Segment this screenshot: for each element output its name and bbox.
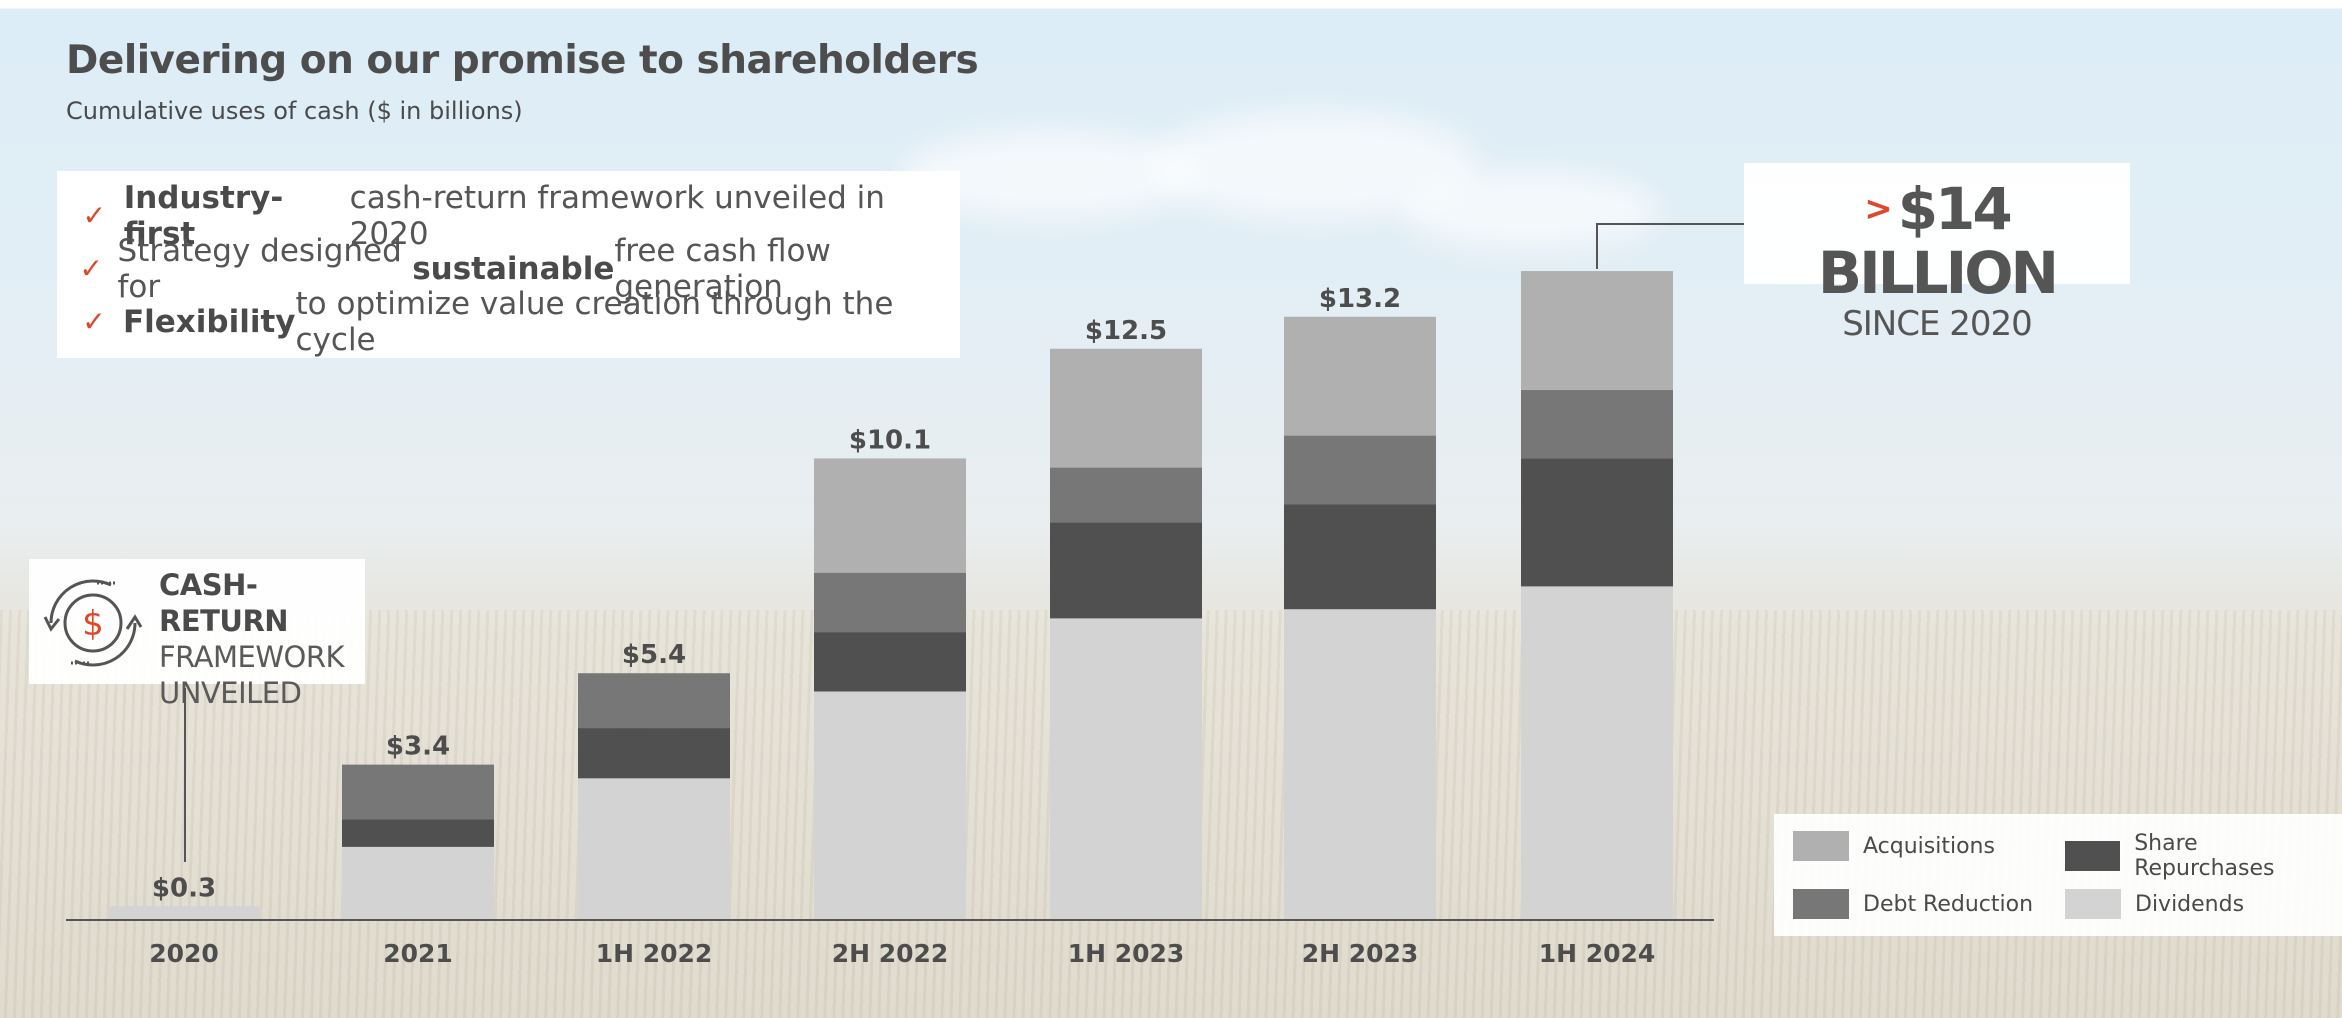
data-label: $12.5	[1085, 316, 1167, 346]
bar-segment-acquisitions	[1284, 316, 1436, 436]
bullet-list: ✓ Industry-first cash-return framework u…	[57, 171, 960, 358]
data-label: $10.1	[849, 425, 931, 455]
bar-segment-acquisitions	[814, 458, 966, 573]
bullet-text: free cash flow generation	[614, 232, 831, 305]
framework-callout: $ CASH-RETURN FRAMEWORK UNVEILED	[29, 559, 365, 710]
bar-segment-debt-reduction	[1284, 435, 1436, 505]
legend-label: Share Repurchases	[2134, 831, 2275, 881]
check-icon: ✓	[79, 252, 103, 285]
bar-segment-acquisitions	[1521, 271, 1673, 390]
page-title: Delivering on our promise to shareholder…	[66, 38, 979, 83]
total-since: SINCE 2020	[1842, 304, 2033, 344]
total-amount: $14 BILLION	[1817, 175, 2059, 307]
bar-segment-debt-reduction	[1521, 389, 1673, 459]
bar-segment-share-repurchases	[1521, 458, 1673, 587]
bullet-item: ✓ Industry-first cash-return framework u…	[57, 180, 960, 252]
chevron-right-icon: >	[1864, 189, 1892, 229]
total-highlight: > $14 BILLION SINCE 2020	[1744, 163, 2130, 343]
bullet-bold: sustainable	[412, 250, 615, 287]
bullet-item: ✓ Flexibility to optimize value creation…	[57, 286, 960, 358]
bar-segment-debt-reduction	[1050, 467, 1202, 523]
data-label: $13.2	[1319, 284, 1401, 314]
callout-line-2: FRAMEWORK	[159, 640, 345, 674]
chart-legend: Acquisitions Share Repurchases Debt Redu…	[1774, 814, 2342, 936]
legend-item-dividends: Dividends	[2065, 889, 2244, 919]
legend-swatch	[2065, 889, 2121, 919]
legend-item-acquisitions: Acquisitions	[1793, 831, 1995, 861]
legend-swatch	[1793, 889, 1849, 919]
legend-item-share-repurchases: Share Repurchases	[2065, 831, 2342, 881]
bullet-bold: Flexibility	[122, 303, 296, 340]
bullet-item: ✓ Strategy designed for sustainable free…	[57, 233, 960, 305]
bullet-text: to optimize value creation through the c…	[295, 285, 894, 358]
legend-label: Debt Reduction	[1863, 891, 2034, 917]
bar-segment-share-repurchases	[1050, 522, 1202, 619]
legend-label: Acquisitions	[1863, 833, 1995, 859]
check-icon: ✓	[82, 305, 106, 338]
callout-line-3: UNVEILED	[159, 676, 302, 710]
cash-cycle-icon: $	[43, 579, 143, 667]
bullet-text: Strategy designed for	[117, 232, 402, 305]
bullet-text: cash-return framework unveiled in 2020	[349, 179, 885, 252]
legend-label: Dividends	[2135, 891, 2245, 917]
bullet-bold: Industry-first	[123, 179, 284, 252]
bar-segment-share-repurchases	[1284, 504, 1436, 610]
check-icon: ✓	[82, 199, 107, 232]
callout-line-1: CASH-RETURN	[159, 568, 289, 638]
legend-swatch	[2065, 841, 2121, 871]
legend-item-debt-reduction: Debt Reduction	[1793, 889, 2033, 919]
svg-text:$: $	[82, 604, 104, 644]
legend-swatch	[1793, 831, 1849, 861]
page-subtitle: Cumulative uses of cash ($ in billions)	[66, 97, 523, 125]
bar-segment-acquisitions	[1050, 348, 1202, 468]
